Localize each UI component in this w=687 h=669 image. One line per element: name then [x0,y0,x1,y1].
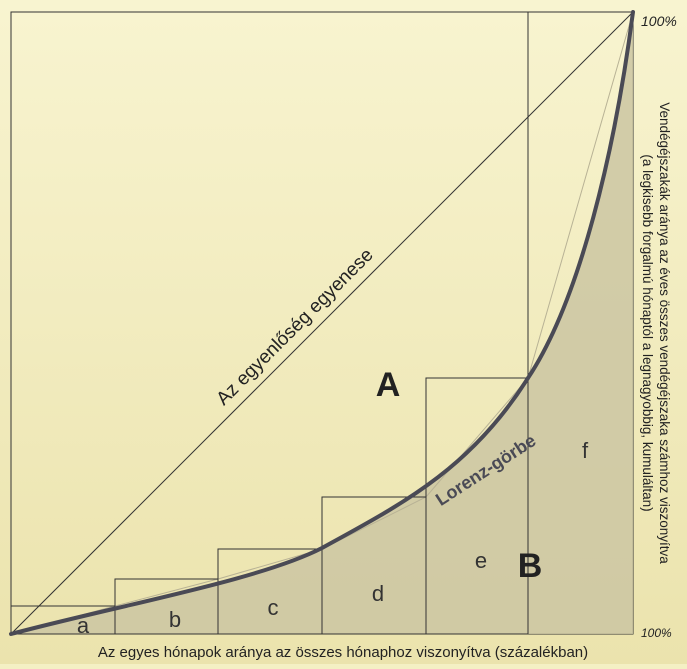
segment-label-b: b [169,607,181,632]
y-axis-label: Vendégéjszakák aránya az éves összes ven… [640,102,672,564]
top-right-percent: 100% [641,13,677,29]
area-under-curve [11,12,633,634]
y-axis-label-line1: Vendégéjszakák aránya az éves összes ven… [657,102,672,564]
lorenz-curve [9,10,635,636]
segment-label-d: d [372,581,384,606]
segment-label-c: c [268,595,279,620]
step-bars [10,12,529,635]
y-axis-label-line2: (a legkisebb forgalmú hónaptól a legnagy… [640,154,655,511]
segment-label-e: e [475,548,487,573]
area-label-a: A [376,366,401,404]
segment-label-f: f [582,438,589,463]
segment-labels: a b c d e f [77,438,589,638]
area-label-b: B [518,547,543,585]
segment-label-a: a [77,613,90,638]
bottom-right-percent: 100% [641,626,672,640]
x-axis-label: Az egyes hónapok aránya az összes hónaph… [98,644,588,661]
equality-line [10,11,634,635]
